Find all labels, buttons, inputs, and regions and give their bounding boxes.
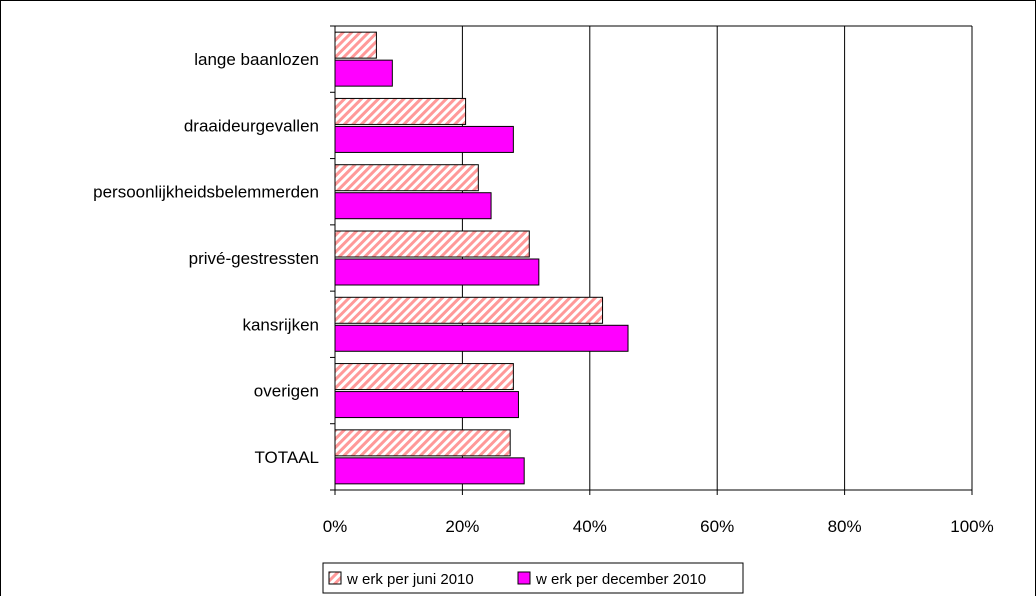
x-tick-label: 0% bbox=[323, 517, 348, 536]
bar bbox=[334, 258, 540, 286]
bar bbox=[334, 457, 525, 485]
x-tick-label: 20% bbox=[445, 517, 479, 536]
legend-swatch bbox=[517, 571, 531, 585]
bar bbox=[334, 164, 479, 192]
legend-box bbox=[322, 562, 744, 594]
category-label: TOTAAL bbox=[254, 448, 319, 467]
bar bbox=[334, 429, 511, 457]
bar bbox=[334, 59, 393, 87]
legend-swatch bbox=[328, 571, 342, 585]
category-label: lange baanlozen bbox=[194, 50, 319, 69]
bar bbox=[334, 324, 629, 352]
bar bbox=[334, 363, 514, 391]
bars bbox=[334, 31, 629, 485]
x-tick-label: 80% bbox=[828, 517, 862, 536]
category-label: kansrijken bbox=[242, 315, 319, 334]
legend-label: w erk per juni 2010 bbox=[346, 571, 474, 588]
bar bbox=[334, 125, 514, 153]
category-label: draaideurgevallen bbox=[184, 116, 319, 135]
category-label: persoonlijkheidsbelemmerden bbox=[93, 183, 319, 202]
category-label: privé-gestressten bbox=[189, 249, 319, 268]
bar bbox=[334, 31, 377, 59]
axes: 0% 20% 40% 60% 80% 100% lange baanlozen draaide… bbox=[93, 25, 994, 536]
x-tick-label: 60% bbox=[700, 517, 734, 536]
bar bbox=[334, 391, 519, 419]
bar bbox=[334, 97, 467, 125]
legend: w erk per juni 2010 w erk per december 20… bbox=[322, 562, 744, 594]
x-tick-label: 40% bbox=[573, 517, 607, 536]
bar bbox=[334, 296, 604, 324]
legend-label: w erk per december 2010 bbox=[535, 571, 706, 588]
bar bbox=[334, 230, 530, 258]
bar bbox=[334, 192, 492, 220]
category-label: overigen bbox=[254, 382, 319, 401]
x-tick-label: 100% bbox=[950, 517, 993, 536]
